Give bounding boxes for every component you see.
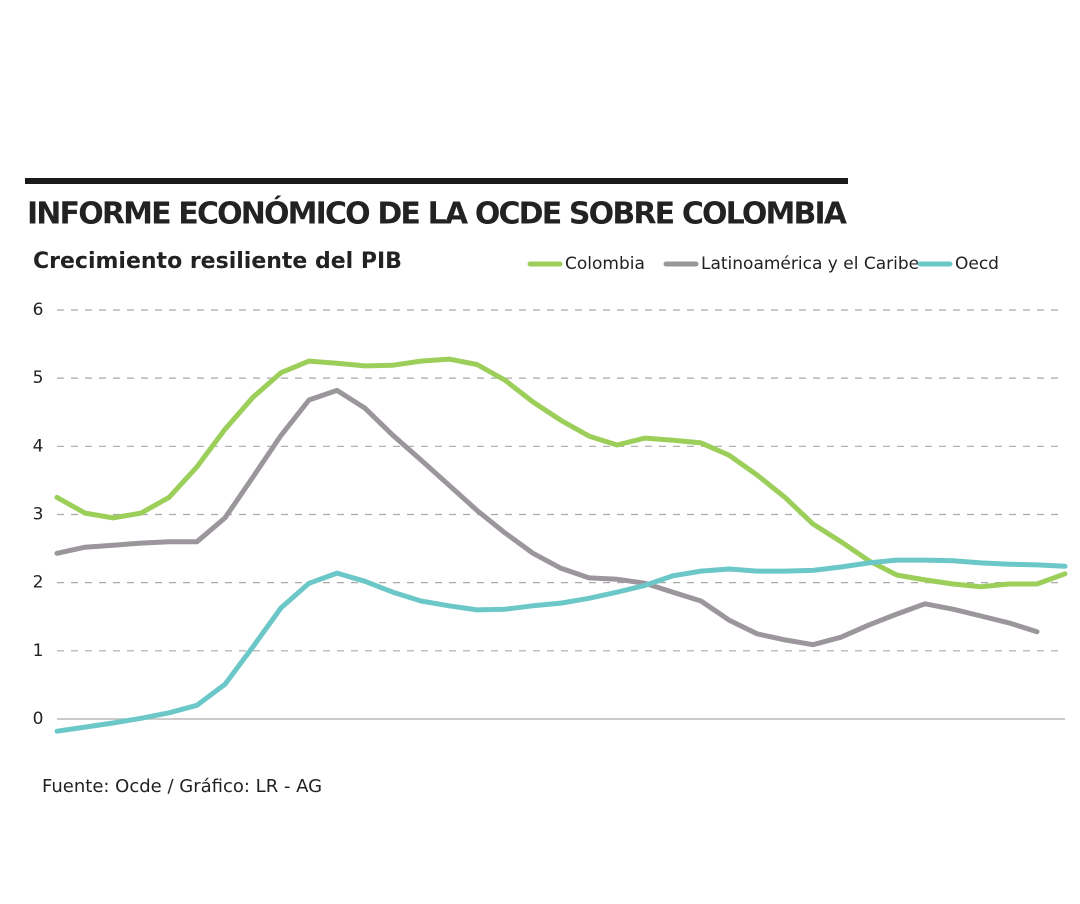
line-series (54, 557, 1068, 734)
legend-label: Oecd (955, 254, 999, 274)
y-tick-label: 5 (33, 368, 44, 388)
top-rule (25, 178, 848, 184)
y-tick-label: 1 (33, 641, 44, 661)
y-tick-label: 6 (33, 300, 44, 320)
y-tick-label: 4 (33, 436, 44, 456)
source: Fuente: Ocde / Gráfico: LR - AG (42, 776, 322, 797)
chart-subtitle: Crecimiento resiliente del PIB (33, 249, 402, 274)
y-tick-label: 2 (33, 573, 44, 593)
legend-label: Colombia (565, 254, 645, 274)
chart-title: INFORME ECONÓMICO DE LA OCDE SOBRE COLOM… (27, 195, 848, 232)
y-tick-label: 0 (33, 709, 44, 729)
line-series (54, 356, 1068, 590)
legend-label: Latinoamérica y el Caribe (701, 254, 919, 274)
y-tick-label: 3 (33, 504, 44, 524)
line-series (54, 387, 1040, 648)
